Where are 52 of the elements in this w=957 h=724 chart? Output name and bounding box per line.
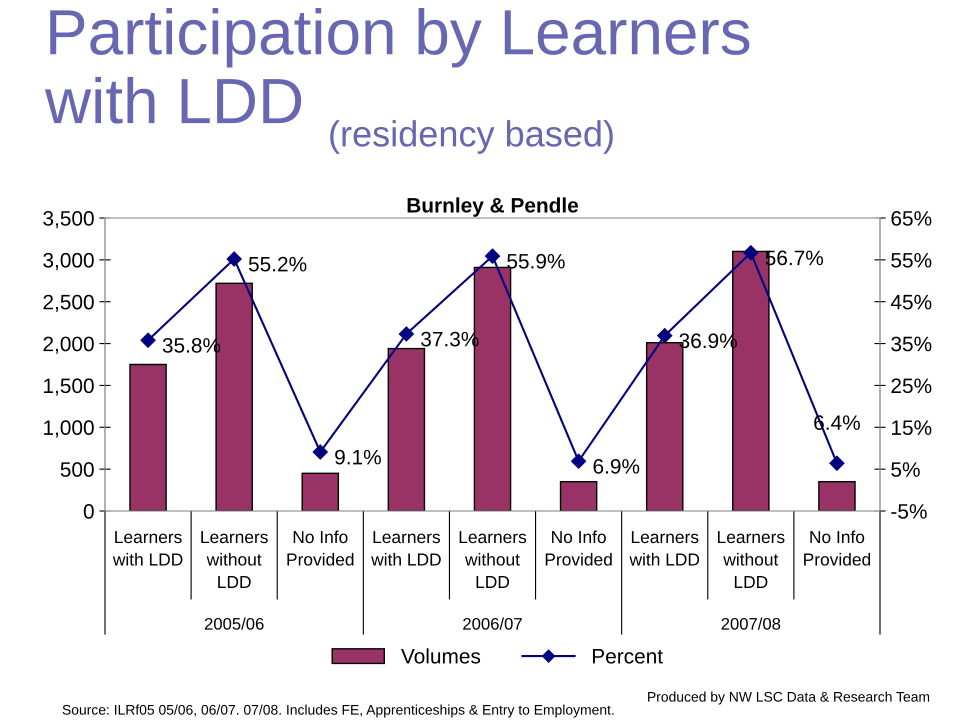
data-label: 55.9% — [507, 254, 565, 269]
point — [484, 248, 500, 264]
chart-title: Burnley & Pendle — [408, 197, 578, 217]
bar — [560, 481, 598, 511]
point — [743, 245, 758, 260]
point — [312, 444, 328, 460]
bar — [388, 348, 426, 511]
text: 2005/06 — [204, 618, 264, 630]
y-tick-label: 3,500 — [43, 211, 94, 228]
y2-tick-label: 5% — [891, 462, 920, 477]
y2-tick-label: 35% — [891, 336, 932, 352]
data-label: 55.2% — [248, 256, 306, 272]
y2-tick-label: -5% — [891, 504, 927, 519]
x-tick-label: Learners with LDD — [629, 531, 700, 566]
x-tick-label: No Info Provided — [287, 530, 354, 566]
point — [140, 332, 156, 348]
y2-tick-label: 45% — [890, 294, 932, 310]
x-tick-label: Learners without LDD — [718, 531, 784, 588]
data-label: 9.1% — [335, 450, 381, 465]
y-tick-label: 0 — [84, 504, 94, 519]
bar — [302, 472, 340, 511]
x-tick-label: Learners with LDD — [112, 531, 182, 566]
y-tick-label: 3,000 — [43, 252, 94, 270]
point — [398, 326, 414, 342]
legend-label: Percent — [592, 649, 663, 664]
y-tick-label: 1,500 — [44, 378, 94, 396]
x-tick-label: Learners without LDD — [460, 531, 526, 588]
legend-label: Volumes — [401, 648, 480, 664]
y2-tick-label: 65% — [891, 211, 932, 226]
point — [226, 251, 242, 267]
y-tick-label: 2,500 — [44, 294, 94, 312]
text: Produced by NW LSC Data & Research Team — [648, 692, 930, 704]
y-tick-label: 1,000 — [44, 420, 94, 438]
x-tick-label: Learners with LDD — [371, 531, 441, 566]
x-tick-label: No Info Provided — [804, 530, 870, 566]
y2-tick-label: 15% — [892, 420, 932, 436]
x-tick-label: No Info Provided — [546, 530, 612, 566]
bar — [129, 364, 167, 511]
data-label: 6.9% — [594, 458, 640, 474]
text: 2006/07 — [463, 618, 522, 630]
point — [657, 328, 672, 344]
y2-tick-label: 25% — [891, 378, 932, 394]
y-tick-label: 2,000 — [44, 336, 94, 354]
point — [571, 454, 586, 469]
text: 2007/08 — [722, 618, 780, 630]
y2-tick-label: 55% — [891, 252, 932, 268]
text: (residency based) — [330, 120, 613, 154]
bar — [818, 481, 856, 511]
source-note: Source: ILRf05 05/06, 06/07. 07/08. Includes FE, Apprenticeships & Entry to Employment. — [62, 704, 614, 718]
point — [829, 456, 845, 471]
x-tick-label: Learners without LDD — [201, 531, 268, 588]
y-tick-label: 500 — [60, 462, 94, 477]
